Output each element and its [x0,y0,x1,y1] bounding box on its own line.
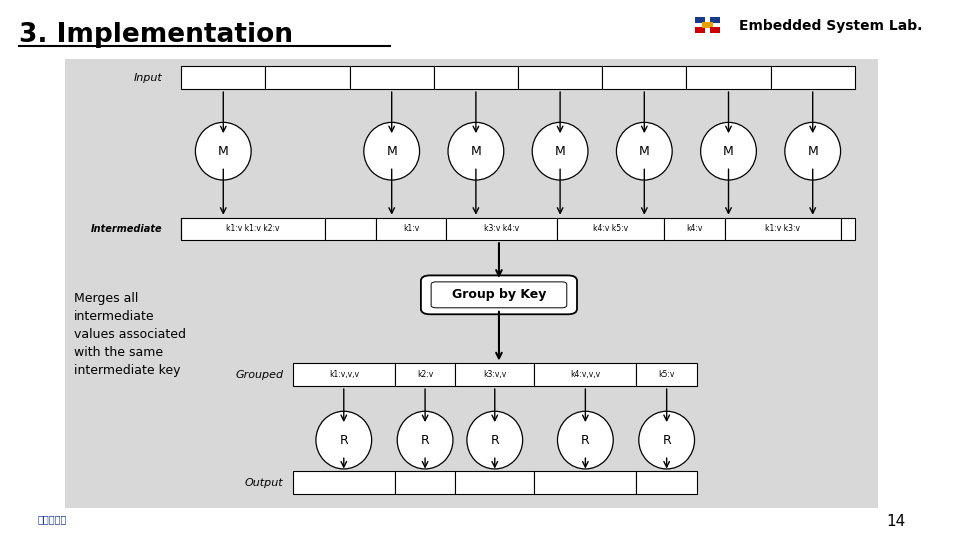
Text: k2:v: k2:v [417,370,433,379]
FancyBboxPatch shape [602,66,686,89]
FancyBboxPatch shape [535,471,636,494]
Ellipse shape [616,123,672,180]
Text: k4:v: k4:v [686,225,703,233]
FancyBboxPatch shape [695,27,706,33]
FancyBboxPatch shape [771,66,854,89]
Text: M: M [639,145,650,158]
FancyBboxPatch shape [558,218,664,240]
FancyBboxPatch shape [636,471,697,494]
Ellipse shape [448,123,504,180]
Text: R: R [581,434,589,447]
Text: 단국대학교: 단국대학교 [37,514,66,524]
Text: M: M [218,145,228,158]
FancyBboxPatch shape [455,363,535,386]
Text: R: R [662,434,671,447]
Text: Group by Key: Group by Key [452,288,546,301]
Text: M: M [470,145,481,158]
FancyBboxPatch shape [686,66,771,89]
Ellipse shape [532,123,588,180]
Text: k1:v k3:v: k1:v k3:v [765,225,801,233]
FancyBboxPatch shape [434,66,518,89]
Text: Embedded System Lab.: Embedded System Lab. [738,19,922,33]
Text: M: M [386,145,397,158]
Ellipse shape [638,411,694,469]
Text: R: R [420,434,429,447]
FancyBboxPatch shape [535,363,636,386]
Ellipse shape [701,123,756,180]
FancyBboxPatch shape [664,218,725,240]
Text: k1:v: k1:v [403,225,420,233]
FancyBboxPatch shape [636,363,697,386]
FancyBboxPatch shape [395,363,455,386]
Text: Input: Input [133,73,162,83]
FancyBboxPatch shape [376,218,446,240]
Text: M: M [555,145,565,158]
Text: Intermediate: Intermediate [91,224,162,234]
FancyBboxPatch shape [65,59,878,508]
FancyBboxPatch shape [709,17,720,23]
Ellipse shape [467,411,522,469]
FancyBboxPatch shape [703,22,712,28]
Ellipse shape [397,411,453,469]
Text: M: M [723,145,733,158]
FancyBboxPatch shape [293,471,395,494]
Text: M: M [807,145,818,158]
Text: k5:v: k5:v [659,370,675,379]
Ellipse shape [316,411,372,469]
Ellipse shape [558,411,613,469]
Text: k1:v,v,v: k1:v,v,v [328,370,359,379]
FancyBboxPatch shape [181,218,325,240]
FancyBboxPatch shape [349,66,434,89]
Text: k3:v,v: k3:v,v [483,370,506,379]
Text: k3:v k4:v: k3:v k4:v [484,225,519,233]
Text: Merges all
intermediate
values associated
with the same
intermediate key: Merges all intermediate values associate… [74,292,186,377]
Ellipse shape [364,123,420,180]
FancyBboxPatch shape [455,471,535,494]
FancyBboxPatch shape [695,17,706,23]
Text: k1:v k1:v k2:v: k1:v k1:v k2:v [227,225,280,233]
FancyBboxPatch shape [518,66,602,89]
Text: R: R [340,434,348,447]
FancyBboxPatch shape [325,218,376,240]
Text: k4:v,v,v: k4:v,v,v [570,370,600,379]
Text: Grouped: Grouped [235,370,283,380]
Ellipse shape [196,123,252,180]
Ellipse shape [785,123,841,180]
Text: Output: Output [245,478,283,488]
FancyBboxPatch shape [265,66,349,89]
Text: 14: 14 [887,514,906,529]
Text: R: R [491,434,499,447]
FancyBboxPatch shape [420,275,577,314]
FancyBboxPatch shape [709,27,720,33]
Text: 3. Implementation: 3. Implementation [18,22,293,48]
FancyBboxPatch shape [181,66,265,89]
FancyBboxPatch shape [446,218,558,240]
FancyBboxPatch shape [395,471,455,494]
FancyBboxPatch shape [293,363,395,386]
FancyBboxPatch shape [725,218,841,240]
FancyBboxPatch shape [841,218,854,240]
Text: k4:v k5:v: k4:v k5:v [593,225,629,233]
